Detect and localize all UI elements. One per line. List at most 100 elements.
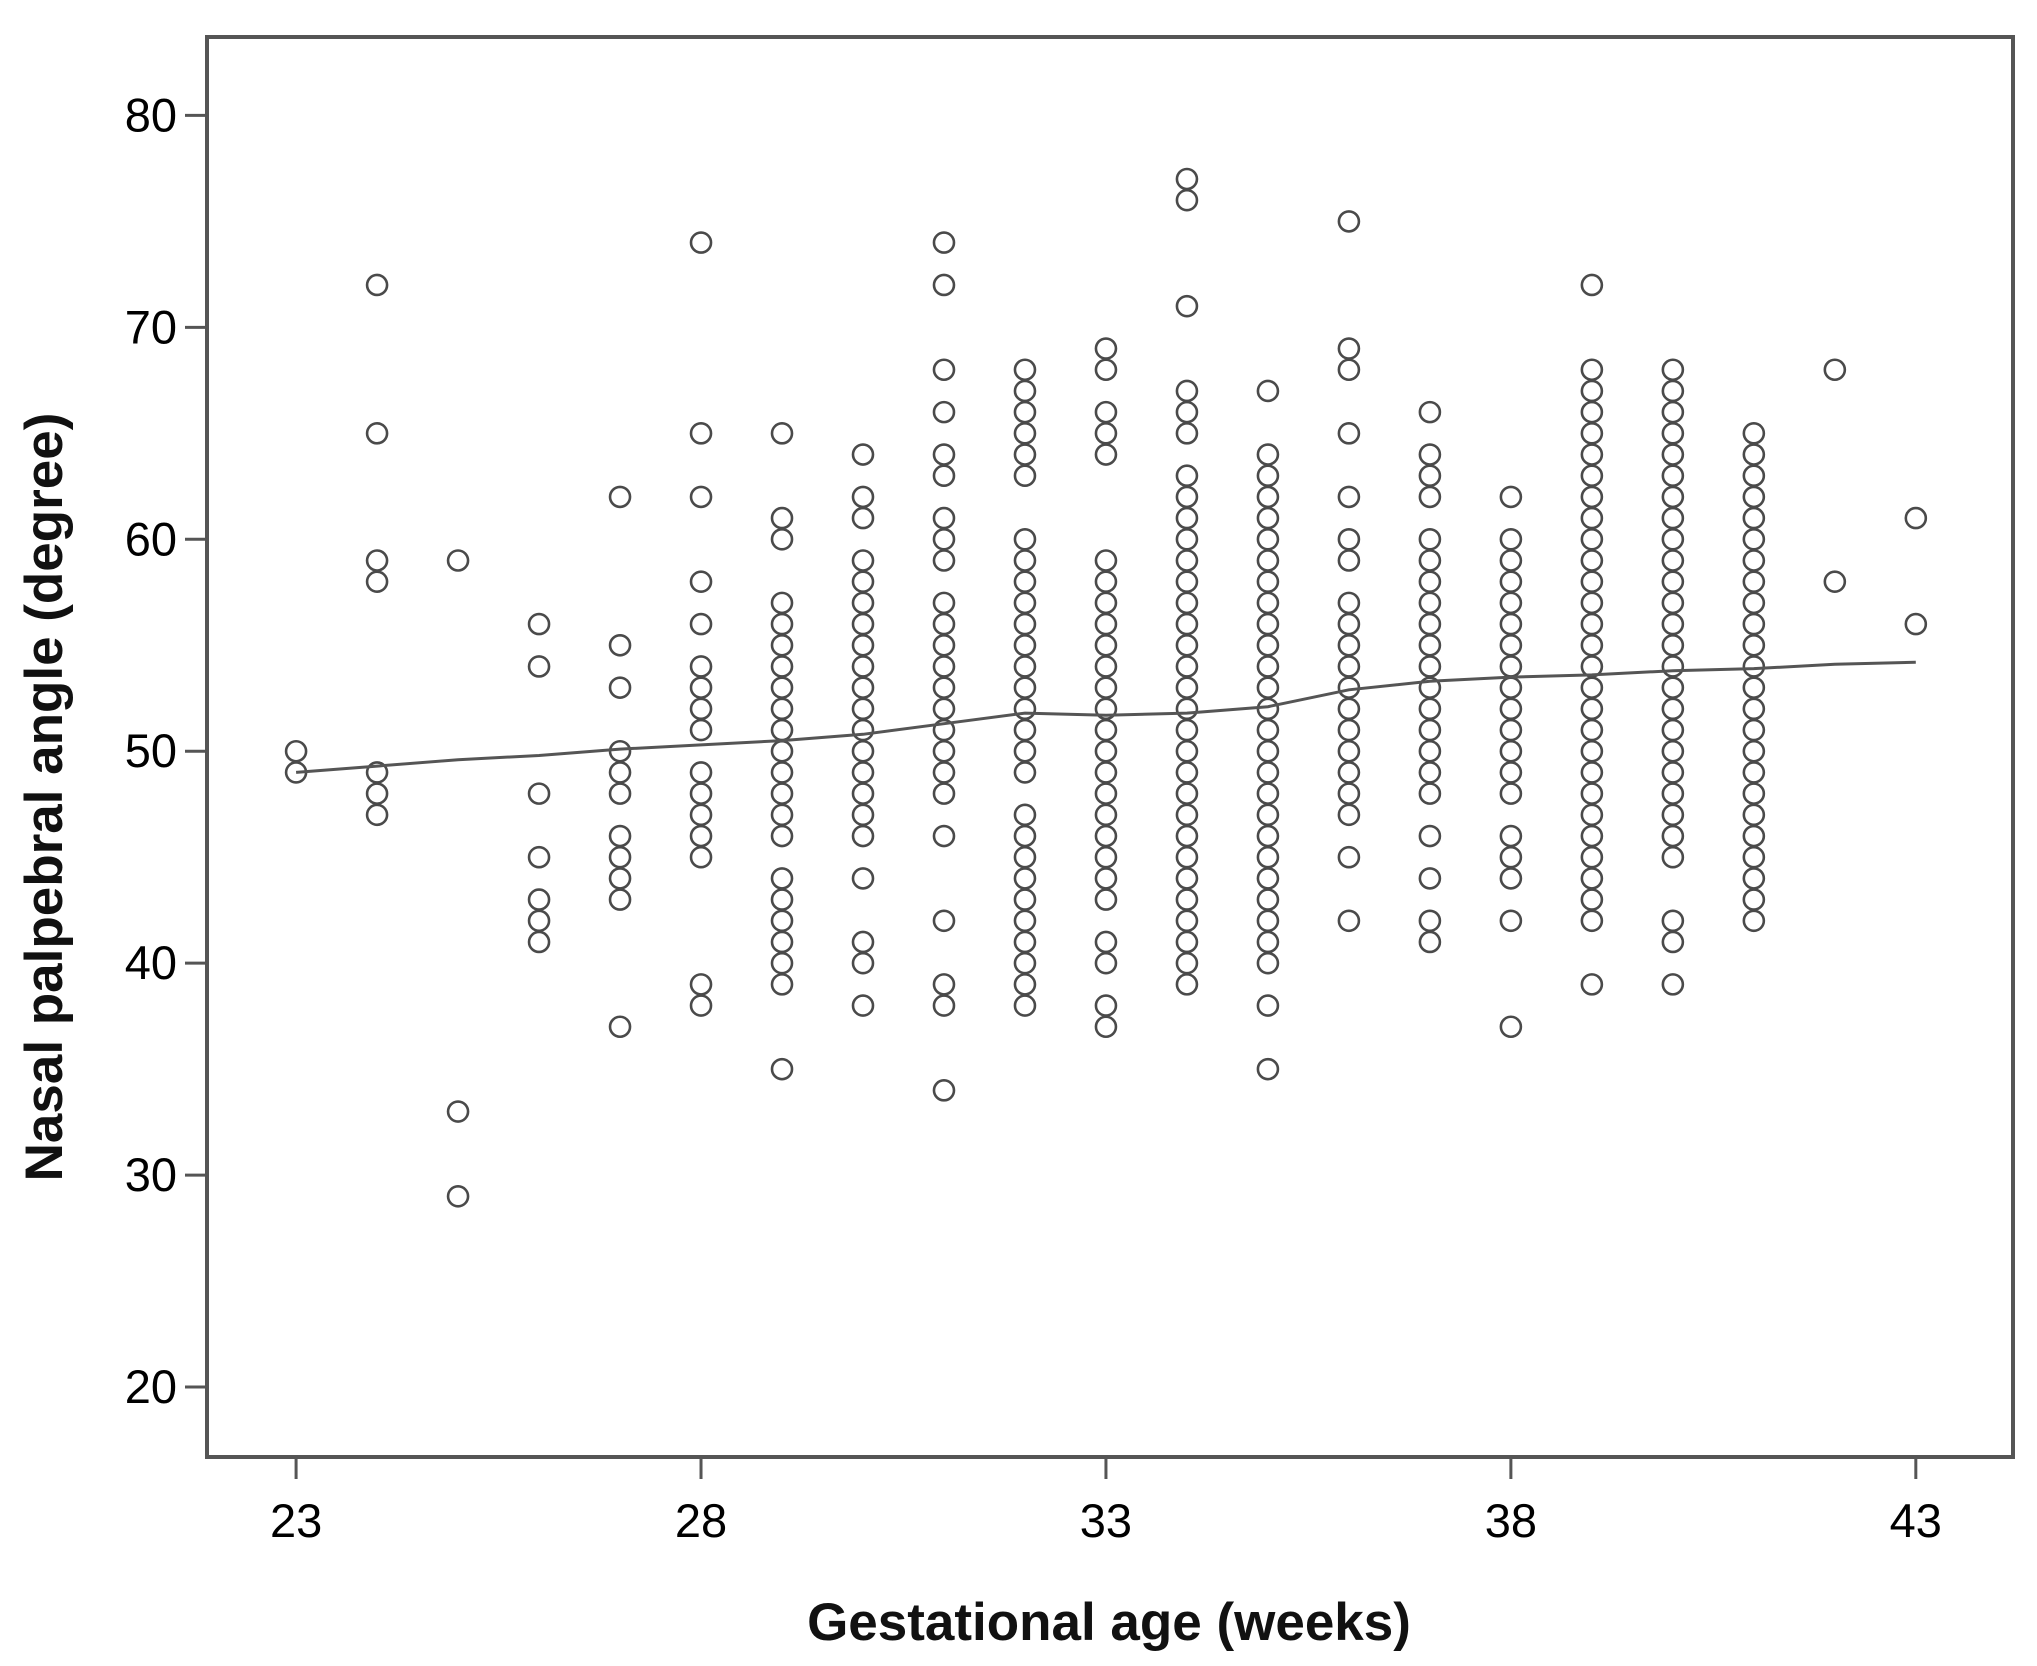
- data-point: [608, 867, 632, 890]
- data-point: [1337, 718, 1361, 742]
- data-point: [1418, 867, 1442, 890]
- data-point: [1742, 867, 1766, 890]
- data-point: [1013, 422, 1037, 445]
- data-point: [1499, 761, 1523, 784]
- data-point: [770, 761, 794, 784]
- data-point: [1337, 358, 1361, 382]
- data-point: [1256, 867, 1280, 890]
- data-point: [1256, 782, 1280, 805]
- data-point: [1661, 782, 1685, 805]
- data-point: [1823, 358, 1847, 382]
- data-point: [1094, 782, 1118, 805]
- data-point: [1013, 718, 1037, 742]
- data-point: [1175, 633, 1199, 657]
- data-point: [1418, 761, 1442, 784]
- data-point: [770, 1057, 794, 1081]
- x-axis-title: Gestational age (weeks): [807, 1593, 1411, 1652]
- data-point: [932, 994, 956, 1017]
- data-point: [1418, 464, 1442, 488]
- data-point: [1580, 549, 1604, 572]
- data-point: [770, 591, 794, 615]
- data-point: [689, 231, 713, 254]
- data-point: [1256, 527, 1280, 551]
- data-point: [689, 803, 713, 827]
- data-point: [1256, 951, 1280, 975]
- data-point: [1094, 591, 1118, 615]
- data-point: [1580, 676, 1604, 699]
- data-point: [1499, 845, 1523, 869]
- data-point: [1742, 633, 1766, 657]
- data-point: [1094, 549, 1118, 572]
- y-tick-label: 70: [125, 300, 177, 353]
- x-tick-label: 33: [1080, 1494, 1132, 1547]
- data-point: [851, 761, 875, 784]
- data-point: [1256, 612, 1280, 636]
- data-point: [1823, 570, 1847, 593]
- data-point: [1094, 718, 1118, 742]
- data-point: [1094, 676, 1118, 699]
- data-point: [1094, 400, 1118, 424]
- data-point: [1337, 697, 1361, 721]
- data-point: [770, 527, 794, 551]
- data-point: [1580, 697, 1604, 721]
- y-axis-title: Nasal palpebral angle (degree): [15, 413, 74, 1182]
- data-point: [1094, 422, 1118, 445]
- y-tick-label: 40: [125, 936, 177, 989]
- data-point: [365, 570, 389, 593]
- data-point: [1904, 506, 1928, 530]
- data-point: [1013, 888, 1037, 911]
- data-point: [1418, 739, 1442, 763]
- data-point: [1418, 549, 1442, 572]
- data-point: [527, 845, 551, 869]
- data-point: [1175, 676, 1199, 699]
- data-point: [1013, 570, 1037, 593]
- data-point: [527, 782, 551, 805]
- data-point: [689, 718, 713, 742]
- data-point: [1175, 718, 1199, 742]
- data-point: [689, 697, 713, 721]
- data-point: [1175, 803, 1199, 827]
- data-point: [1013, 761, 1037, 784]
- data-point: [1256, 824, 1280, 848]
- data-point: [1742, 549, 1766, 572]
- data-point: [527, 909, 551, 933]
- data-point: [1013, 824, 1037, 848]
- data-point: [608, 676, 632, 699]
- data-point: [1256, 570, 1280, 593]
- data-point: [1256, 739, 1280, 763]
- data-point: [608, 845, 632, 869]
- data-point: [1580, 379, 1604, 403]
- data-point: [1580, 888, 1604, 911]
- data-point: [932, 591, 956, 615]
- data-point: [932, 655, 956, 678]
- data-point: [1094, 570, 1118, 593]
- data-point: [1499, 676, 1523, 699]
- data-point: [1094, 761, 1118, 784]
- data-point: [851, 930, 875, 954]
- data-point: [851, 655, 875, 678]
- data-point: [1742, 739, 1766, 763]
- plot-frame: [205, 35, 2015, 1459]
- data-point: [1742, 527, 1766, 551]
- data-point: [1418, 443, 1442, 466]
- data-point: [1256, 994, 1280, 1017]
- data-point: [1094, 888, 1118, 911]
- data-point: [1580, 612, 1604, 636]
- data-point: [1337, 845, 1361, 869]
- data-point: [608, 782, 632, 805]
- data-point: [932, 358, 956, 382]
- data-point: [1418, 570, 1442, 593]
- y-tick-label: 30: [125, 1148, 177, 1201]
- data-point: [1337, 655, 1361, 678]
- data-point: [1418, 633, 1442, 657]
- data-point: [851, 506, 875, 530]
- data-point: [1661, 633, 1685, 657]
- data-point: [689, 612, 713, 636]
- data-point: [1661, 612, 1685, 636]
- data-point: [1580, 443, 1604, 466]
- data-point: [689, 570, 713, 593]
- data-point: [1499, 782, 1523, 805]
- data-point: [689, 485, 713, 509]
- data-point: [1499, 718, 1523, 742]
- data-point: [770, 909, 794, 933]
